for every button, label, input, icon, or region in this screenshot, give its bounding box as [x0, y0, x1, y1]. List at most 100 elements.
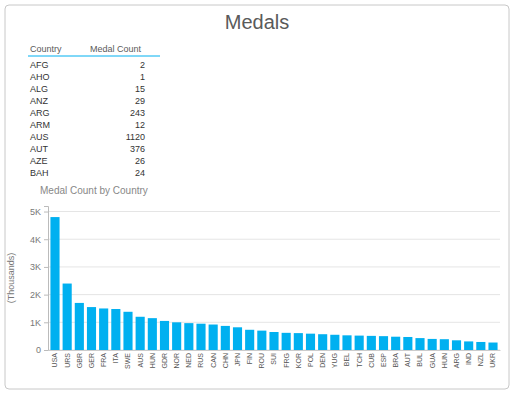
y-axis-line	[44, 207, 49, 351]
x-tick-label: IND	[465, 353, 472, 365]
table-header: Country	[30, 44, 62, 54]
x-tick: GER	[88, 353, 95, 368]
bar	[221, 326, 230, 350]
y-tick-label: 1K	[30, 318, 41, 328]
x-tick-label: GDR	[161, 353, 168, 369]
table-cell: AHO	[30, 72, 50, 82]
bar	[282, 333, 291, 350]
y-tick: 1K	[30, 318, 48, 328]
y-tick-mark	[44, 239, 48, 240]
x-tick-label: BUL	[416, 353, 423, 367]
x-tick: GBR	[76, 353, 83, 368]
table-cell: 1	[140, 72, 145, 82]
x-tick: NZL	[477, 353, 484, 366]
bar	[184, 323, 193, 350]
x-tick-label: ESP	[380, 353, 387, 367]
x-tick: FRG	[283, 353, 290, 368]
bar	[391, 337, 400, 350]
x-tick: POL	[307, 353, 314, 367]
y-tick-mark	[44, 212, 48, 213]
y-tick-mark	[44, 322, 48, 323]
x-tick: NOR	[173, 353, 180, 369]
y-axis: 0 1K 2K 3K 4K 5K	[30, 207, 49, 356]
bar	[136, 317, 145, 350]
bar	[63, 284, 72, 350]
bar	[209, 325, 218, 350]
x-tick-label: AUT	[404, 352, 411, 367]
x-tick: DEN	[319, 353, 326, 368]
x-tick: ROU	[258, 353, 265, 369]
y-tick: 3K	[30, 262, 48, 272]
y-tick: 4K	[30, 235, 48, 245]
x-tick: HUN	[441, 353, 448, 368]
table: CountryMedal CountAFG2AHO1ALG15ANZ29ARG2…	[28, 44, 160, 178]
x-tick: JPN	[234, 353, 241, 366]
x-tick: URS	[64, 353, 71, 368]
x-tick-label: ARG	[453, 353, 460, 368]
x-tick-label: GER	[88, 353, 95, 368]
y-tick-mark	[44, 350, 48, 351]
bars	[50, 217, 497, 350]
table-cell: 1120	[126, 132, 145, 142]
y-tick: 0	[36, 345, 48, 355]
y-tick-label: 4K	[30, 235, 41, 245]
y-axis-title: (Thousands)	[6, 253, 16, 304]
bar	[75, 303, 84, 350]
x-tick: GUA	[429, 353, 436, 369]
bar	[342, 335, 351, 350]
x-tick-label: NOR	[173, 353, 180, 369]
x-tick: CUB	[368, 353, 375, 368]
x-tick: BRA	[392, 353, 399, 368]
x-tick: SWE	[124, 353, 131, 369]
table-cell: ALG	[30, 84, 48, 94]
bar	[245, 330, 254, 350]
table-cell: 15	[135, 84, 145, 94]
x-tick-label: NED	[185, 353, 192, 368]
table-cell: 26	[135, 156, 145, 166]
x-tick-label: JPN	[234, 353, 241, 366]
bar	[464, 341, 473, 350]
x-tick-label: BEL	[343, 353, 350, 366]
table-header: Medal Count	[90, 44, 142, 54]
chart-title: Medal Count by Country	[40, 185, 148, 196]
bar	[233, 327, 242, 350]
frame	[5, 5, 509, 389]
table-cell: ANZ	[30, 96, 49, 106]
table-cell: 376	[130, 144, 145, 154]
y-tick: 5K	[30, 207, 48, 217]
x-tick: KOR	[295, 353, 302, 368]
x-tick: FRA	[100, 353, 107, 367]
x-tick-label: AUS	[137, 353, 144, 368]
bar	[99, 308, 108, 350]
title: Medals	[225, 11, 289, 33]
bar	[50, 217, 59, 350]
bar	[488, 343, 497, 350]
y-tick-mark	[44, 295, 48, 296]
x-tick-label: FRG	[283, 353, 290, 368]
x-tick-label: ITA	[112, 353, 119, 364]
x-tick: AUS	[137, 353, 144, 368]
x-tick: AUT	[404, 352, 411, 367]
x-tick-label: FRA	[100, 353, 107, 367]
x-tick-label: HUN	[149, 353, 156, 368]
bar	[415, 338, 424, 350]
y-tick-label: 0	[36, 345, 41, 355]
x-tick-label: USA	[51, 353, 58, 368]
y-tick-label: 2K	[30, 290, 41, 300]
grid-line	[48, 266, 500, 267]
table-cell: 2	[140, 60, 145, 70]
x-tick-label: SUI	[270, 353, 277, 365]
x-tick-label: GBR	[76, 353, 83, 368]
bar	[379, 336, 388, 350]
x-tick: CAN	[210, 353, 217, 368]
x-tick: ESP	[380, 353, 387, 367]
x-tick-label: DEN	[319, 353, 326, 368]
x-tick: CHN	[222, 353, 229, 368]
x-tick-label: NZL	[477, 353, 484, 366]
table-cell: BAH	[30, 168, 49, 178]
x-tick: YUG	[331, 353, 338, 368]
bar	[318, 334, 327, 350]
bar	[196, 324, 205, 350]
x-tick: ARG	[453, 353, 460, 368]
x-axis-line	[49, 350, 501, 351]
